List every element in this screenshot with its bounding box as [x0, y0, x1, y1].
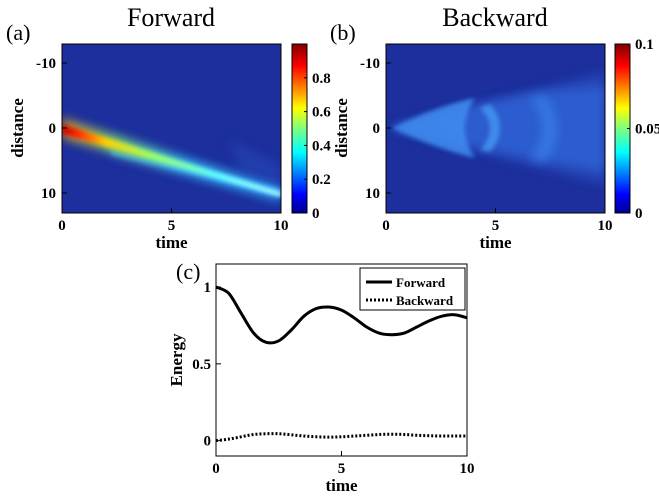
b-ylabel: distance	[332, 98, 351, 158]
colorbar-a	[291, 43, 308, 214]
b-ytick-1: 0	[373, 121, 381, 137]
legend-label-backward: Backward	[396, 293, 454, 308]
heatmap-b-arc-2	[480, 104, 500, 152]
colorbar-b-ticklabel-2: 0.1	[635, 37, 654, 53]
heatmap-a-tickmarks	[61, 62, 282, 213]
a-ytick-2: 10	[41, 186, 56, 202]
colorbar-a-ticklabel-2: 0.4	[312, 138, 331, 154]
series-line-backward	[215, 432, 467, 443]
b-xtick-2: 10	[598, 218, 613, 234]
c-ylabel: Energy	[167, 333, 186, 386]
c-ytick-0: 0	[204, 434, 212, 450]
line-plot-series	[215, 285, 468, 443]
heatmap-a	[62, 44, 281, 213]
heatmap-a-beam-core	[62, 124, 281, 197]
heatmap-b-arc-3	[530, 96, 558, 162]
panel-c: (c) 0 5 10 0 0.5 1 time Energy Forward Backwa…	[167, 259, 475, 495]
panel-c-letter: (c)	[176, 259, 200, 284]
panel-b-title: Backward	[442, 3, 547, 32]
panel-a-letter: (a)	[6, 20, 30, 45]
c-xlabel: time	[325, 476, 358, 495]
panel-b-letter: (b)	[330, 20, 356, 45]
b-ytick-0: -10	[360, 56, 380, 72]
heatmap-b	[386, 44, 605, 213]
b-ytick-2: 10	[365, 186, 380, 202]
b-xlabel: time	[479, 233, 512, 252]
panel-a-title: Forward	[127, 3, 215, 32]
b-xtick-0: 0	[382, 218, 390, 234]
colorbar-b-ticklabel-0: 0	[635, 206, 643, 222]
panel-b: (b) Backward 0 5 10 -10 0 10 time distan…	[330, 3, 659, 252]
c-ytick-2: 1	[204, 280, 212, 296]
heatmap-b-tickmarks	[385, 62, 606, 213]
legend: Forward Backward	[359, 267, 466, 311]
colorbar-a-ticklabel-0: 0	[312, 206, 320, 222]
a-xlabel: time	[155, 233, 188, 252]
c-xtick-0: 0	[212, 461, 220, 477]
heatmap-a-faint-lobe	[230, 140, 281, 188]
b-xtick-1: 5	[492, 218, 500, 234]
panel-a: (a) Forward 0 5 10 -10 0 10 time distanc…	[6, 3, 331, 252]
c-ytick-1: 0.5	[192, 357, 211, 373]
a-ylabel: distance	[8, 98, 27, 158]
a-xtick-2: 10	[274, 218, 289, 234]
c-xtick-1: 5	[338, 461, 346, 477]
line-plot-ticks: 0 5 10 0 0.5 1	[192, 280, 474, 477]
heatmap-b-arc-1	[392, 98, 475, 158]
colorbar-b-ticklabel-1: 0.05	[635, 122, 659, 138]
legend-label-forward: Forward	[396, 275, 446, 290]
colorbar-a-ticklabel-1: 0.2	[312, 172, 331, 188]
colorbar-b-ticks: 0 0.05 0.1	[627, 37, 659, 222]
c-xtick-2: 10	[460, 461, 475, 477]
colorbar-a-ticks: 0 0.2 0.4 0.6 0.8	[304, 71, 331, 222]
legend-box	[359, 267, 466, 311]
colorbar-a-ticklabel-4: 0.8	[312, 71, 331, 87]
a-xtick-1: 5	[168, 218, 176, 234]
a-xtick-0: 0	[58, 218, 66, 234]
a-ytick-0: -10	[36, 56, 56, 72]
series-line-forward	[215, 285, 468, 345]
a-ytick-1: 0	[49, 121, 57, 137]
colorbar-a-ticklabel-3: 0.6	[312, 105, 331, 121]
